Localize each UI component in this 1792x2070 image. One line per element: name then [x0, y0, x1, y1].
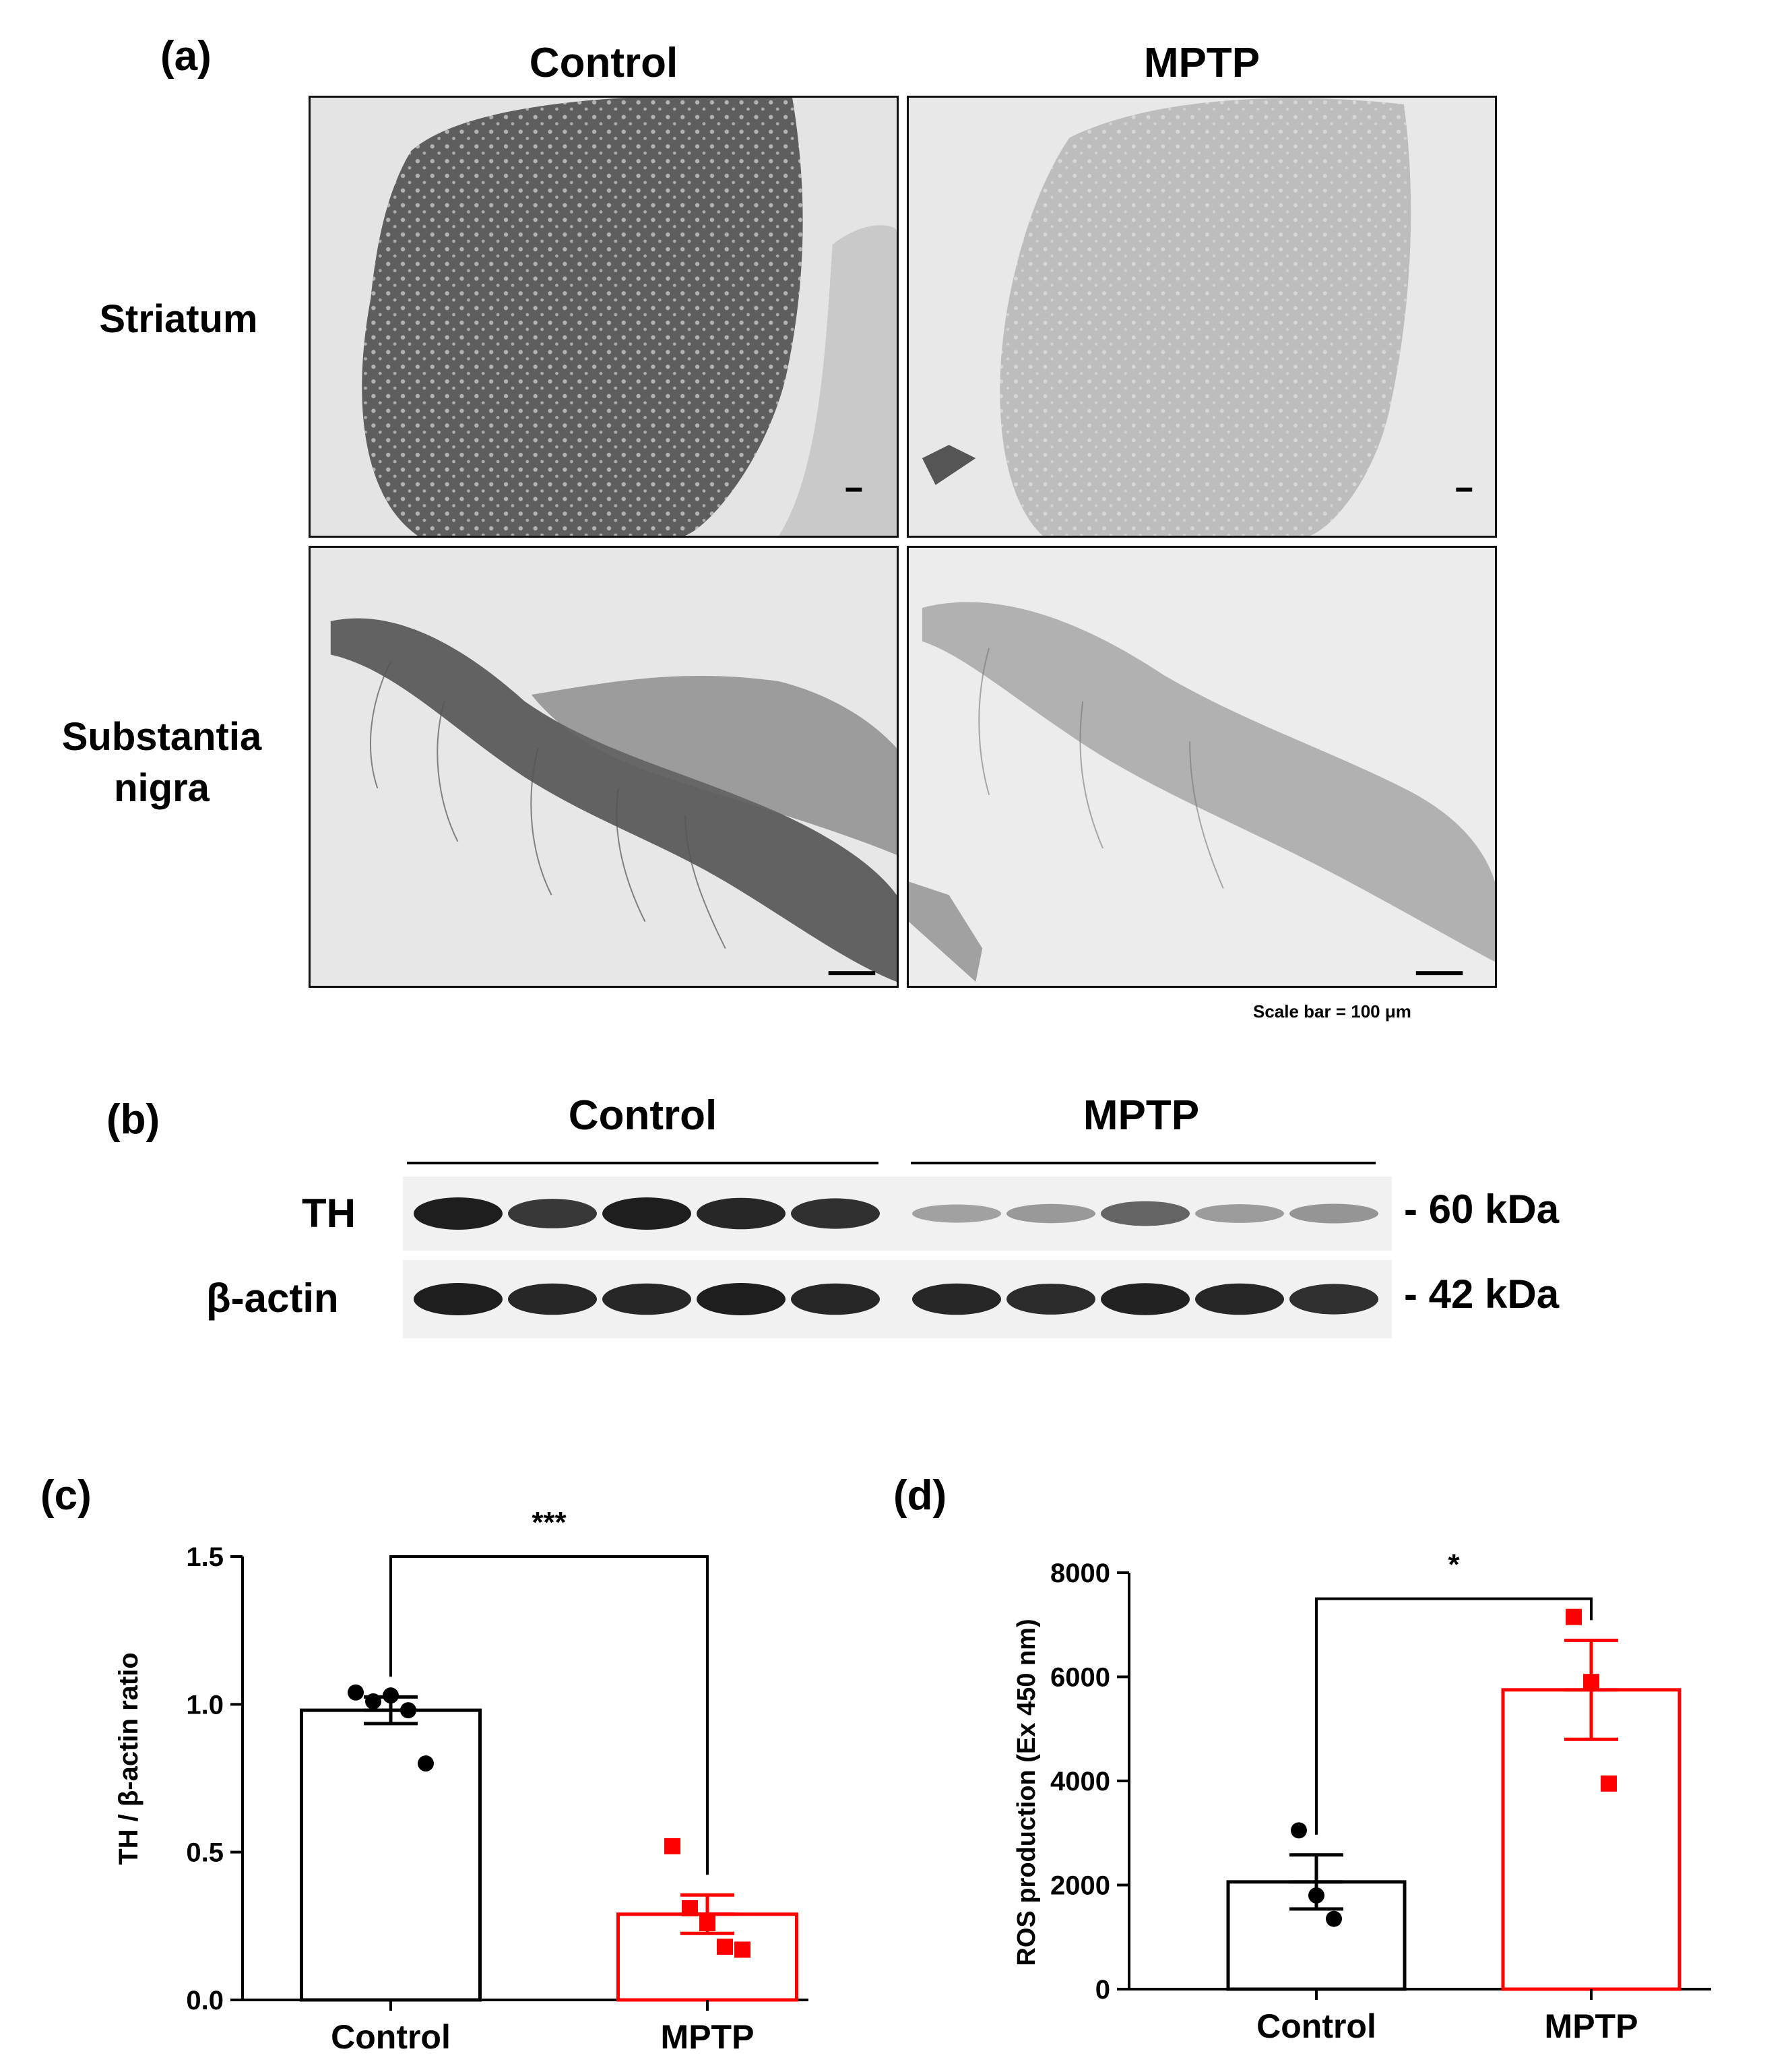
chart-d-plot: 0 2000 4000 6000 8000 Control MPTP *	[1050, 1548, 1711, 2045]
th-band-1	[414, 1197, 503, 1230]
beta-actin-band-5	[791, 1283, 880, 1315]
row-label-striatum: Striatum	[40, 294, 317, 345]
row-label-line2: nigra	[114, 766, 210, 810]
blot-beta-actin-strip	[403, 1260, 1392, 1338]
beta-actin-band-4	[697, 1283, 786, 1315]
blot-group-control: Control	[568, 1092, 717, 1139]
beta-actin-band-6	[912, 1283, 1001, 1315]
panel-c-label: (c)	[40, 1472, 92, 1519]
th-band-9	[1195, 1204, 1284, 1223]
blot-group-mptp: MPTP	[1083, 1092, 1200, 1139]
th-band-4	[697, 1197, 786, 1230]
chart-c-point	[348, 1684, 364, 1701]
chart-c-ytick-label: 1.5	[186, 1542, 224, 1572]
chart-c-plot: 0.0 0.5 1.0 1.5 Control MPTP ***	[186, 1506, 808, 2056]
chart-c-point	[418, 1755, 434, 1772]
micrograph-substantia-nigra-mptp	[907, 546, 1497, 988]
chart-d-ytick-label: 6000	[1050, 1663, 1110, 1693]
row-label-substantia-nigra: Substantia nigra	[13, 712, 310, 814]
chart-c-ytick-label: 0.5	[186, 1838, 224, 1868]
blot-size-beta-actin: - 42 kDa	[1404, 1272, 1560, 1317]
chart-d-significance-bracket	[1315, 1597, 1593, 1835]
blot-group-mptp-line	[911, 1162, 1376, 1164]
chart-d-ytick-label: 0	[1095, 1975, 1110, 2005]
blot-label-th: TH	[302, 1191, 356, 1236]
chart-c-point	[664, 1838, 680, 1854]
beta-actin-band-7	[1006, 1284, 1095, 1315]
chart-d-ytick-label: 2000	[1050, 1871, 1110, 1901]
th-band-3	[602, 1197, 691, 1230]
beta-actin-band-2	[508, 1283, 597, 1315]
th-band-8	[1101, 1201, 1190, 1226]
chart-d-xtick-label-1: Control	[1256, 2007, 1376, 2045]
micrograph-striatum-control	[309, 96, 899, 538]
chart-d-point	[1566, 1608, 1582, 1625]
th-band-5	[791, 1198, 880, 1229]
micrograph-striatum-mptp	[907, 96, 1497, 538]
chart-c: (c) TH / β-actin ratio 0.0 0.5 1.0 1.5 Contr…	[40, 1472, 808, 2056]
chart-c-ytick-label: 0.0	[186, 1986, 224, 2015]
panel-b-label: (b)	[106, 1096, 160, 1143]
column-title-mptp: MPTP	[1143, 40, 1260, 86]
th-band-2	[508, 1199, 597, 1228]
chart-c-point	[717, 1939, 733, 1955]
panel-a-label: (a)	[160, 33, 212, 80]
row-label-line1: Substantia	[61, 715, 262, 759]
blot-label-beta-actin: β-actin	[206, 1276, 339, 1321]
column-title-control: Control	[529, 40, 678, 86]
chart-c-point	[734, 1941, 750, 1958]
th-band-6	[912, 1204, 1001, 1223]
beta-actin-band-3	[602, 1283, 691, 1315]
blot-group-control-line	[407, 1162, 878, 1164]
chart-c-bar-1	[300, 1708, 482, 2002]
chart-d-point	[1291, 1822, 1307, 1839]
chart-d-ytick-label: 4000	[1050, 1767, 1110, 1796]
chart-d-significance-label: *	[1448, 1548, 1460, 1581]
chart-d-point	[1601, 1775, 1617, 1792]
beta-actin-band-1	[414, 1283, 503, 1315]
row-label-striatum-text: Striatum	[99, 297, 258, 341]
th-band-10	[1289, 1203, 1378, 1224]
blot-size-th: - 60 kDa	[1404, 1187, 1560, 1232]
chart-c-ylabel: TH / β-actin ratio	[114, 1652, 143, 1865]
micrograph-substantia-nigra-control	[309, 546, 899, 988]
chart-c-ytick-label: 1.0	[186, 1690, 224, 1720]
chart-d-ylabel: ROS production (Ex 450 nm)	[1013, 1619, 1041, 1966]
chart-d-xtick-label-2: MPTP	[1545, 2007, 1638, 2045]
blot-th-strip	[403, 1177, 1392, 1251]
chart-d-ytick-label: 8000	[1050, 1559, 1110, 1588]
scale-bar-note: Scale bar = 100 μm	[1253, 1001, 1411, 1022]
th-band-7	[1006, 1203, 1095, 1224]
beta-actin-band-10	[1289, 1284, 1378, 1315]
chart-d: (d) ROS production (Ex 450 nm) 0 2000 4000…	[893, 1472, 1711, 2045]
panel-d-label: (d)	[893, 1472, 947, 1519]
chart-d-point	[1326, 1910, 1342, 1927]
chart-c-xtick-label-2: MPTP	[661, 2018, 755, 2056]
chart-c-xtick-label-1: Control	[331, 2018, 451, 2056]
beta-actin-band-8	[1101, 1283, 1190, 1315]
chart-c-significance-label: ***	[532, 1506, 567, 1539]
beta-actin-band-9	[1195, 1283, 1284, 1315]
chart-c-significance-bracket	[389, 1555, 709, 1875]
